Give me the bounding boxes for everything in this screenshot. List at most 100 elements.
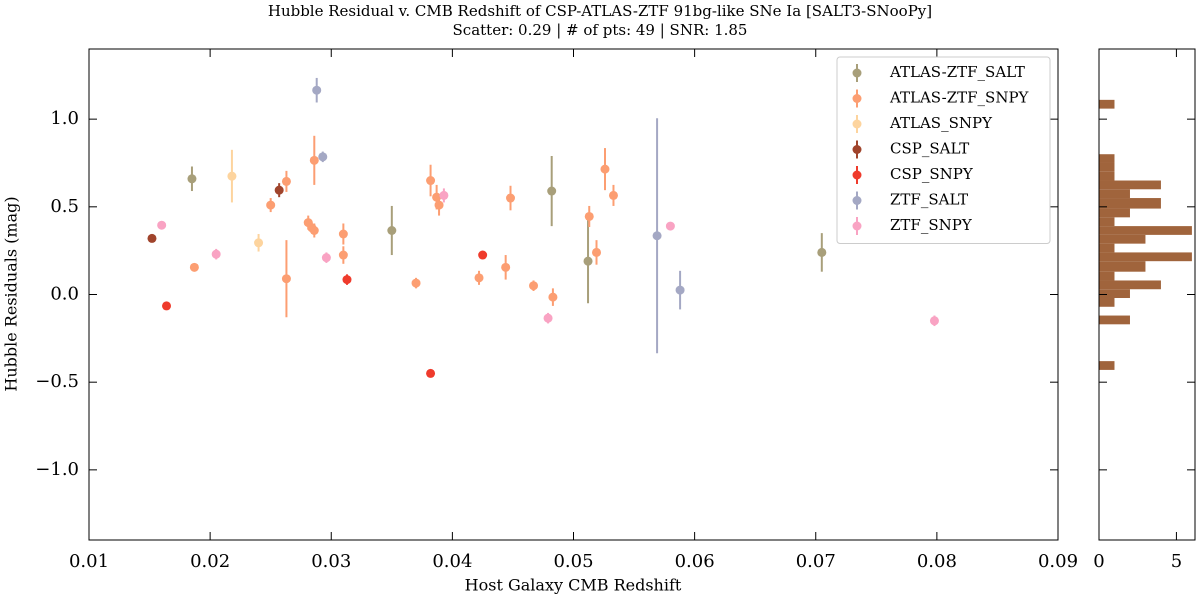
legend-marker (852, 145, 862, 154)
point (312, 85, 322, 95)
histogram-bar (1099, 234, 1146, 244)
histogram-bar (1099, 280, 1161, 290)
point (675, 285, 685, 295)
legend-marker (852, 68, 862, 78)
x-tick-label: 0.09 (1038, 551, 1078, 572)
legend-marker (852, 196, 862, 205)
point (929, 316, 939, 326)
y-tick-label: 1.0 (50, 108, 79, 129)
y-tick-label: 0.0 (50, 284, 79, 305)
point (548, 292, 558, 302)
y-axis-label: Hubble Residuals (mag) (2, 196, 21, 391)
point (652, 231, 662, 241)
point (211, 249, 221, 259)
point (506, 193, 516, 203)
x-axis-label: Host Galaxy CMB Redshift (465, 576, 682, 595)
histogram-bar (1099, 208, 1130, 218)
y-tick-label: 0.5 (50, 196, 79, 217)
point (434, 200, 444, 210)
histogram-bar (1099, 271, 1115, 281)
y-tick-label: −0.5 (35, 371, 79, 392)
point (439, 190, 449, 200)
point (338, 250, 348, 260)
point (387, 225, 397, 235)
point (309, 155, 319, 165)
legend-marker (852, 119, 862, 129)
point (478, 250, 488, 260)
histogram-bar (1099, 217, 1115, 227)
point (600, 164, 610, 174)
x-tick-label: 0.07 (796, 551, 836, 572)
legend-label: ZTF_SNPY (890, 216, 973, 234)
point (281, 176, 291, 186)
histogram-bar (1099, 99, 1115, 109)
point (547, 186, 557, 196)
legend-marker (852, 94, 862, 103)
point (318, 152, 328, 162)
histogram-bar (1099, 289, 1130, 299)
point (254, 238, 264, 248)
point (592, 247, 602, 257)
histogram-bar (1099, 243, 1115, 253)
legend-label: CSP_SALT (890, 140, 969, 158)
histogram-bar (1099, 189, 1130, 199)
point (501, 262, 511, 272)
legend-label: ATLAS-ZTF_SNPY (889, 89, 1030, 107)
x-tick-label: 0 (1093, 551, 1104, 572)
point (817, 247, 827, 257)
legend-label: CSP_SNPY (890, 165, 974, 183)
histogram-bar (1099, 162, 1115, 172)
point (426, 368, 436, 378)
legend-label: ZTF_SALT (890, 191, 968, 209)
histogram-bar (1099, 252, 1192, 262)
histogram-bar (1099, 361, 1115, 370)
point (266, 200, 276, 210)
histogram-bar (1099, 298, 1115, 307)
legend-marker (852, 170, 862, 180)
histogram-bar (1099, 226, 1192, 235)
point (157, 220, 167, 230)
histogram-bar (1099, 315, 1130, 325)
point (665, 221, 675, 231)
point (187, 174, 197, 184)
legend-box (836, 56, 1051, 244)
point (426, 176, 436, 186)
point (411, 278, 421, 288)
chart-subtitle: Scatter: 0.29 | # of pts: 49 | SNR: 1.85 (453, 21, 748, 39)
x-tick-label: 0.06 (675, 551, 715, 572)
x-tick-label: 0.08 (917, 551, 957, 572)
histogram-bar (1099, 171, 1115, 181)
y-tick-label: −1.0 (35, 459, 79, 480)
point (309, 225, 319, 235)
point (274, 185, 284, 195)
x-tick-label: 0.03 (311, 551, 351, 572)
legend-marker (852, 221, 862, 231)
histogram-bar (1099, 180, 1161, 190)
chart-title: Hubble Residual v. CMB Redshift of CSP-A… (268, 2, 932, 20)
x-tick-label: 0.04 (432, 551, 472, 572)
point (189, 262, 199, 272)
point (321, 253, 331, 263)
point (147, 233, 157, 243)
point (342, 275, 352, 285)
x-tick-label: 0.01 (69, 551, 109, 572)
point (162, 301, 172, 311)
point (584, 211, 594, 221)
point (543, 313, 553, 323)
legend-label: ATLAS-ZTF_SALT (889, 63, 1025, 81)
point (338, 229, 348, 239)
point (608, 190, 618, 200)
point (583, 256, 593, 266)
x-tick-label: 0.05 (553, 551, 593, 572)
point (227, 171, 237, 181)
histogram-bar (1099, 261, 1146, 272)
point (474, 273, 484, 283)
point (281, 274, 291, 284)
point (529, 281, 539, 291)
histogram-bar (1099, 154, 1115, 163)
x-tick-label: 5 (1171, 551, 1182, 572)
legend-label: ATLAS_SNPY (889, 114, 993, 132)
x-tick-label: 0.02 (190, 551, 230, 572)
histogram-bar (1099, 198, 1161, 209)
